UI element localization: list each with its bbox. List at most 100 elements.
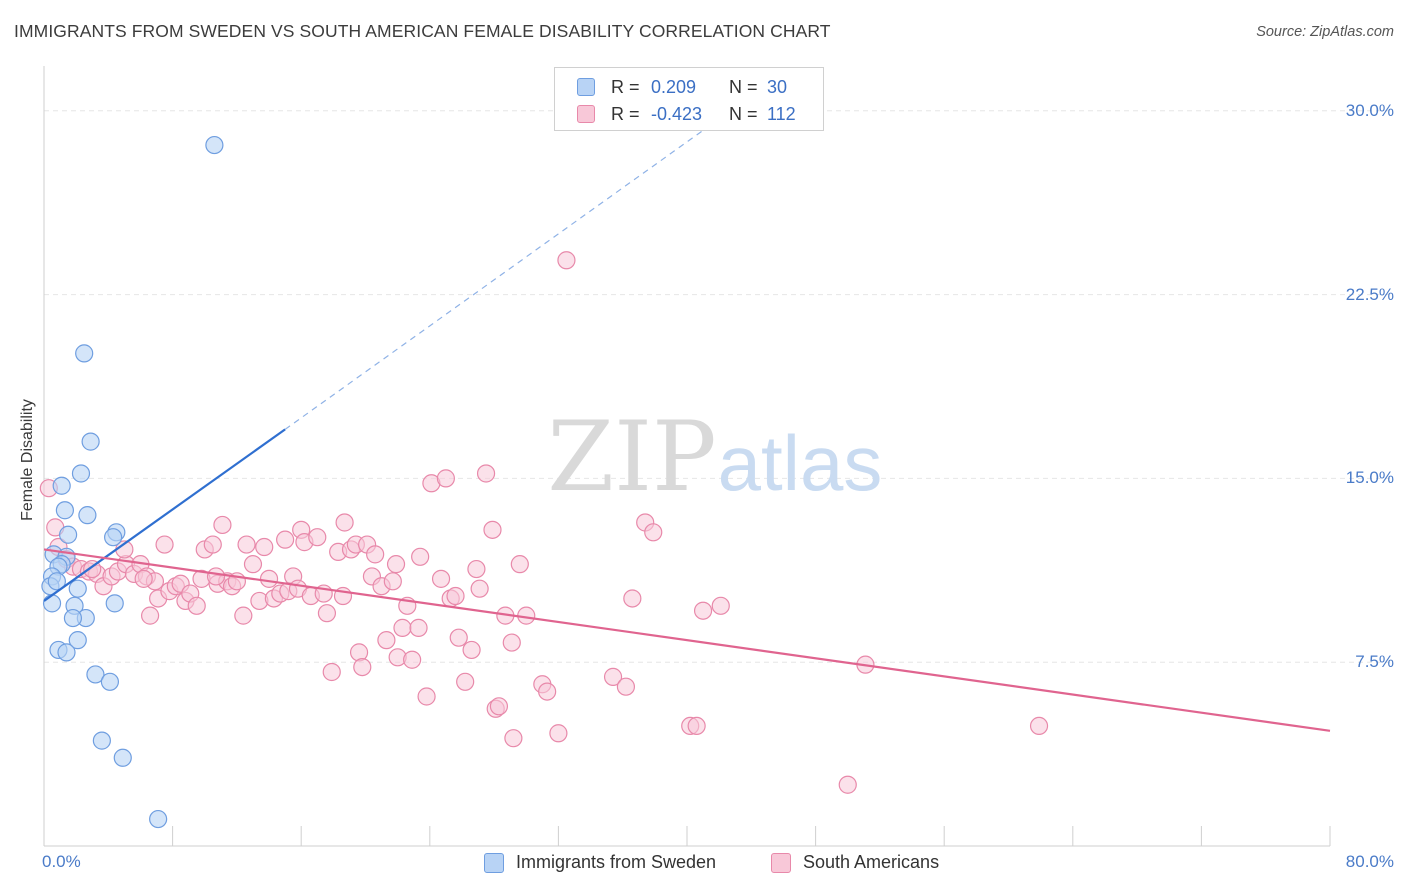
south-americans-point-83 <box>470 579 489 598</box>
south-americans-point-35 <box>237 535 256 554</box>
south-americans-point-101 <box>644 523 663 542</box>
sweden-point-17 <box>68 579 87 598</box>
south-americans-point-19 <box>155 535 174 554</box>
sweden-point-30 <box>149 809 168 829</box>
south-americans-point-94 <box>538 682 557 701</box>
south-americans-point-36 <box>243 555 263 574</box>
watermark-atlas: atlas <box>718 419 883 507</box>
bottom-legend-south-americans: South Americans <box>771 852 939 873</box>
sweden-point-26 <box>86 665 105 684</box>
south-americans-trend-line <box>43 548 1331 732</box>
south-americans-point-95 <box>549 724 568 743</box>
source-label: Source: ZipAtlas.com <box>1256 24 1394 40</box>
legend-n-value: 30 <box>767 76 788 97</box>
watermark: ZIP atlas <box>547 401 882 513</box>
legend-row-sweden: R = 0.209 N = 30 <box>577 75 787 99</box>
south-americans-point-39 <box>259 569 279 588</box>
watermark-zip: ZIP <box>547 401 716 513</box>
axes <box>43 66 1331 847</box>
sweden-point-8 <box>104 528 123 547</box>
south-americans-point-87 <box>489 697 509 716</box>
south-americans-point-42 <box>276 530 295 549</box>
legend-n-label: N = <box>729 76 758 97</box>
y-tick-label-1: 15.0% <box>1345 468 1394 488</box>
bottom-legend-swatch-blue <box>484 852 504 873</box>
south-americans-point-108 <box>1029 716 1049 736</box>
south-americans-point-52 <box>322 662 341 682</box>
sweden-point-22 <box>63 608 83 628</box>
south-americans-point-82 <box>467 559 486 579</box>
south-americans-point-25 <box>187 596 206 615</box>
south-americans-point-51 <box>317 604 337 623</box>
south-americans-point-103 <box>687 716 706 736</box>
bottom-legend-sweden: Immigrants from Sweden <box>484 852 716 873</box>
sweden-point-4 <box>52 476 71 495</box>
south-americans-point-76 <box>436 469 455 488</box>
legend-swatch-pink <box>577 105 595 123</box>
south-americans-point-70 <box>403 650 422 669</box>
trend-lines <box>43 129 1331 732</box>
sweden-point-25 <box>57 643 76 662</box>
south-americans-point-81 <box>462 640 481 660</box>
legend-r-value: -0.423 <box>651 103 703 124</box>
south-americans-point-91 <box>510 555 529 574</box>
grid-lines <box>44 110 1392 663</box>
south-americans-points <box>39 251 1049 794</box>
south-americans-point-75 <box>431 569 451 588</box>
sweden-point-29 <box>113 748 132 767</box>
sweden-point-9 <box>59 525 78 544</box>
south-americans-point-80 <box>456 672 475 691</box>
sweden-points <box>41 135 224 829</box>
south-americans-point-98 <box>616 677 636 696</box>
legend-r-label: R = <box>611 103 640 124</box>
south-americans-point-105 <box>711 596 730 615</box>
bottom-legend-label-south-americans: South Americans <box>803 852 940 872</box>
legend: R = 0.209 N = 30 R = -0.423 N = 112 <box>554 67 824 131</box>
south-americans-point-55 <box>335 513 354 532</box>
sweden-point-18 <box>42 594 62 613</box>
sweden-trend-line <box>43 428 286 602</box>
south-americans-point-49 <box>308 528 327 547</box>
bottom-legend: Immigrants from Sweden South Americans <box>0 852 1406 878</box>
legend-swatch-blue <box>577 78 595 96</box>
legend-r-label: R = <box>611 76 640 97</box>
bottom-legend-swatch-pink <box>771 852 791 873</box>
south-americans-point-106 <box>838 775 857 794</box>
south-americans-point-84 <box>476 464 496 483</box>
south-americans-point-59 <box>353 657 372 677</box>
south-americans-point-109 <box>206 567 226 586</box>
sweden-point-28 <box>92 731 111 750</box>
south-americans-point-71 <box>409 618 428 637</box>
legend-r-value: 0.209 <box>651 76 697 97</box>
south-americans-point-30 <box>213 515 232 535</box>
bottom-legend-label-sweden: Immigrants from Sweden <box>516 852 717 872</box>
south-americans-point-16 <box>140 606 160 625</box>
south-americans-point-58 <box>349 643 369 662</box>
y-axis-label: Female Disability <box>19 399 36 521</box>
y-tick-label-0: 7.5% <box>1355 652 1394 672</box>
south-americans-point-89 <box>502 633 521 652</box>
y-tick-label-3: 30.0% <box>1345 100 1394 120</box>
south-americans-point-96 <box>557 251 576 270</box>
legend-n-value: 112 <box>767 103 796 124</box>
south-americans-point-73 <box>417 687 436 706</box>
south-americans-point-68 <box>393 618 412 637</box>
south-americans-point-66 <box>386 555 406 574</box>
south-americans-point-72 <box>411 547 430 566</box>
legend-n-label: N = <box>729 103 758 124</box>
x-tick-min: 0.0% <box>42 852 81 871</box>
sweden-point-16 <box>47 572 66 591</box>
legend-row-south-americans: R = -0.423 N = 112 <box>577 102 796 126</box>
sweden-point-23 <box>68 631 87 650</box>
south-americans-point-104 <box>693 601 713 620</box>
south-americans-point-99 <box>623 589 642 608</box>
south-americans-point-65 <box>383 572 402 591</box>
chart-title: IMMIGRANTS FROM SWEDEN VS SOUTH AMERICAN… <box>14 21 831 41</box>
sweden-point-2 <box>81 432 100 451</box>
sweden-trend-extension <box>284 129 704 430</box>
sweden-point-6 <box>78 506 97 525</box>
south-americans-point-34 <box>234 606 253 625</box>
sweden-point-0 <box>205 135 224 155</box>
south-americans-point-79 <box>449 628 468 647</box>
